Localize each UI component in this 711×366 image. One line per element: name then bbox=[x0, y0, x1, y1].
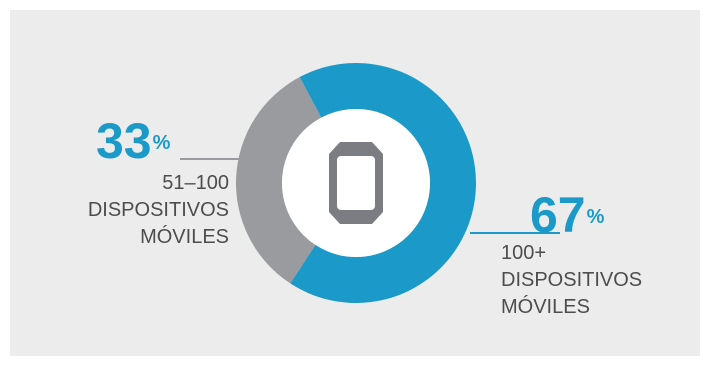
slice-percent-51-100: 33% bbox=[96, 113, 171, 169]
label-line: MÓVILES bbox=[501, 296, 590, 318]
label-line: 51–100 bbox=[162, 172, 229, 194]
label-line: 100+ bbox=[501, 242, 547, 264]
label-line: MÓVILES bbox=[140, 226, 229, 248]
label-line: DISPOSITIVOS bbox=[87, 199, 229, 221]
label-line: DISPOSITIVOS bbox=[501, 269, 643, 291]
slice-label-51-100: 51–100 DISPOSITIVOS MÓVILES bbox=[24, 170, 229, 251]
slice-percent-100-plus: 67% bbox=[530, 187, 605, 243]
donut-slice-100-plus bbox=[290, 63, 476, 304]
mobile-device-icon bbox=[329, 142, 383, 224]
slice-label-100-plus: 100+ DISPOSITIVOS MÓVILES bbox=[501, 240, 642, 321]
donut-slice-51-100 bbox=[236, 77, 322, 284]
donut-slices bbox=[236, 63, 476, 304]
